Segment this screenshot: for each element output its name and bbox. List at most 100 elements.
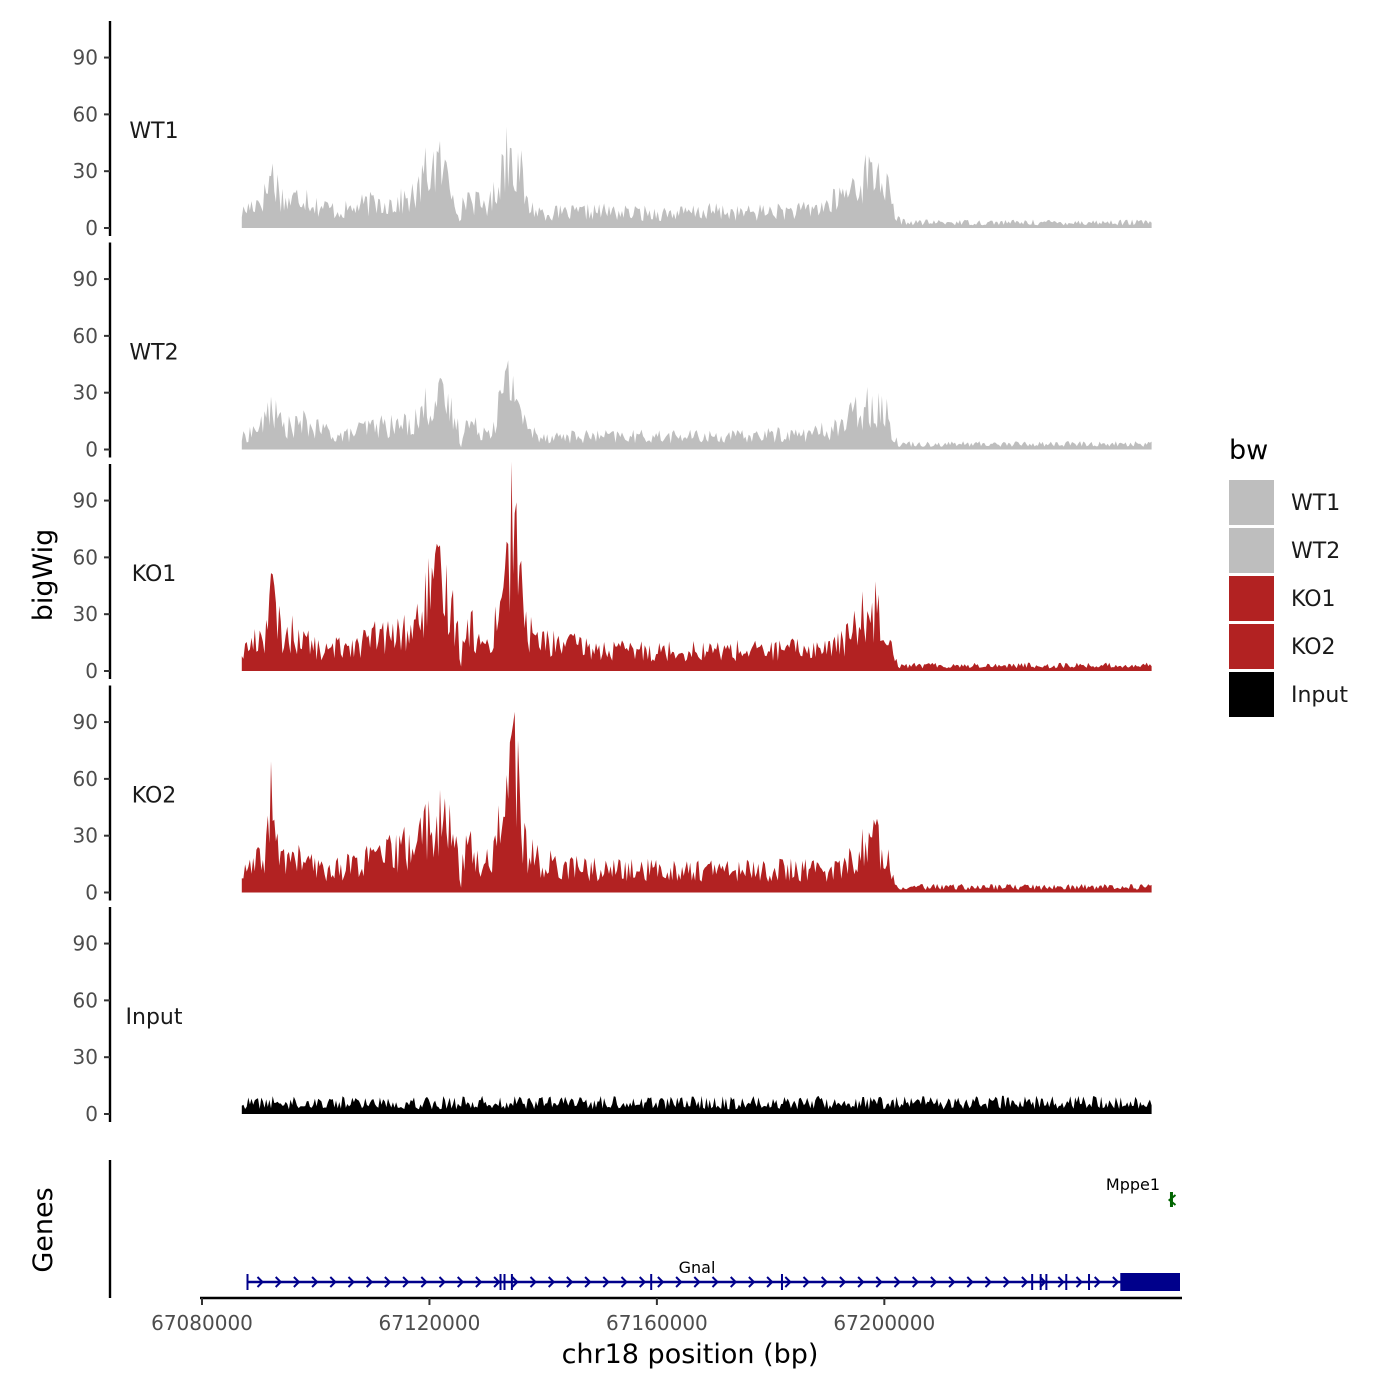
- legend-label: KO1: [1291, 587, 1336, 612]
- track-label: WT1: [129, 119, 178, 144]
- strand-arrow: [274, 1276, 283, 1288]
- strand-arrow: [693, 1276, 701, 1288]
- x-tick-label: 67160000: [606, 1311, 708, 1335]
- x-axis: 67080000 67120000 67160000 67200000: [151, 1296, 1182, 1335]
- strand-arrow: [365, 1276, 374, 1288]
- strand-arrow: [675, 1276, 683, 1288]
- strand-arrow: [911, 1276, 920, 1288]
- gene-label: Mppe1: [1106, 1175, 1160, 1194]
- x-tick-label: 67080000: [151, 1311, 253, 1335]
- y-tick-label: 60: [73, 988, 98, 1012]
- utr-block: [1120, 1273, 1180, 1291]
- strand-arrow: [511, 1276, 519, 1288]
- strand-arrow: [329, 1276, 337, 1288]
- x-axis-title: chr18 position (bp): [562, 1339, 819, 1370]
- strand-arrow: [875, 1276, 883, 1288]
- legend-label: WT2: [1291, 539, 1340, 564]
- y-tick-label: 90: [73, 46, 98, 70]
- gene-mppe1: Mppe1: [1106, 1175, 1177, 1207]
- strand-arrow: [456, 1276, 465, 1288]
- y-tick-label: 0: [85, 216, 98, 240]
- gene-gnal: Gnal: [246, 1258, 1180, 1291]
- strand-arrow: [438, 1276, 446, 1288]
- legend-title: bw: [1229, 435, 1268, 466]
- legend-swatch-input: [1229, 672, 1274, 717]
- strand-arrow: [529, 1276, 537, 1288]
- strand-arrow: [802, 1276, 810, 1288]
- strand-arrow: [1075, 1276, 1083, 1288]
- strand-arrow: [984, 1276, 992, 1288]
- strand-arrow: [584, 1276, 592, 1288]
- x-tick-label: 67120000: [379, 1311, 481, 1335]
- y-tick-label: 90: [73, 489, 98, 513]
- genes-track: Gnal Mppe1: [108, 1160, 1180, 1298]
- strand-arrow: [893, 1276, 901, 1288]
- legend: bw WT1 WT2 KO1 KO2 Input: [1229, 435, 1348, 717]
- coverage-area: [241, 711, 1152, 893]
- strand-arrow: [566, 1276, 574, 1288]
- legend-label: WT1: [1291, 491, 1340, 516]
- coverage-area: [241, 1095, 1152, 1114]
- legend-swatch-wt2: [1229, 528, 1274, 573]
- strand-arrow: [420, 1276, 428, 1288]
- strand-arrow: [256, 1276, 264, 1288]
- y-tick-label: 30: [73, 602, 98, 626]
- x-tick-label: 67200000: [833, 1311, 935, 1335]
- strand-arrow: [493, 1276, 501, 1288]
- legend-swatch-wt1: [1229, 480, 1274, 525]
- track-ko2: 0 30 60 90 KO2: [73, 685, 1152, 905]
- y-tick-label: 60: [73, 324, 98, 348]
- strand-arrow: [638, 1276, 647, 1288]
- track-label: KO1: [132, 562, 177, 587]
- track-wt1: 0 30 60 90 WT1: [73, 21, 1152, 240]
- y-tick-label: 60: [73, 102, 98, 126]
- strand-arrow: [1093, 1276, 1102, 1288]
- track-input: 0 30 60 90 Input: [73, 907, 1152, 1126]
- strand-arrow: [402, 1276, 410, 1288]
- strand-arrow: [729, 1276, 738, 1288]
- y-tick-label: 0: [85, 438, 98, 462]
- strand-arrow: [820, 1276, 829, 1288]
- y-tick-label: 30: [73, 824, 98, 848]
- track-label: KO2: [132, 784, 177, 809]
- strand-arrow: [966, 1276, 974, 1288]
- strand-arrow: [475, 1276, 483, 1288]
- y-tick-label: 90: [73, 932, 98, 956]
- strand-arrow: [547, 1276, 556, 1288]
- gene-label: Gnal: [679, 1258, 716, 1277]
- strand-arrow: [784, 1276, 792, 1288]
- strand-arrow: [620, 1276, 628, 1288]
- y-tick-label: 60: [73, 767, 98, 791]
- legend-label: KO2: [1291, 635, 1336, 660]
- strand-arrow: [384, 1276, 392, 1288]
- y-tick-label: 30: [73, 159, 98, 183]
- genes-axis-title: Genes: [28, 1187, 59, 1272]
- y-tick-label: 90: [73, 710, 98, 734]
- coverage-area: [241, 126, 1152, 228]
- coverage-area: [241, 461, 1152, 671]
- strand-arrow: [711, 1276, 719, 1288]
- track-ko1: 0 30 60 90 KO1: [73, 461, 1152, 683]
- strand-arrow: [1002, 1276, 1011, 1288]
- strand-arrow: [293, 1276, 301, 1288]
- strand-arrow: [839, 1276, 847, 1288]
- y-tick-label: 90: [73, 267, 98, 291]
- bigwig-tracks: 0 30 60 90 WT1 0 30 60 90 WT2 0 30 60 90 KO1 0 30 60 90 KO2…: [73, 21, 1152, 1126]
- strand-arrow: [1039, 1276, 1047, 1288]
- y-tick-label: 30: [73, 1045, 98, 1069]
- strand-arrow: [311, 1276, 319, 1288]
- strand-arrow: [657, 1276, 665, 1288]
- track-wt2: 0 30 60 90 WT2: [73, 242, 1152, 462]
- y-axis-title: bigWig: [28, 529, 59, 622]
- legend-label: Input: [1291, 683, 1348, 708]
- track-label: Input: [126, 1005, 183, 1030]
- legend-swatch-ko2: [1229, 624, 1274, 669]
- strand-arrow: [1167, 1194, 1177, 1206]
- coverage-area: [241, 360, 1152, 450]
- track-label: WT2: [129, 341, 178, 366]
- strand-arrow: [1021, 1276, 1029, 1288]
- strand-arrow: [857, 1276, 865, 1288]
- y-tick-label: 0: [85, 881, 98, 905]
- strand-arrow: [347, 1276, 355, 1288]
